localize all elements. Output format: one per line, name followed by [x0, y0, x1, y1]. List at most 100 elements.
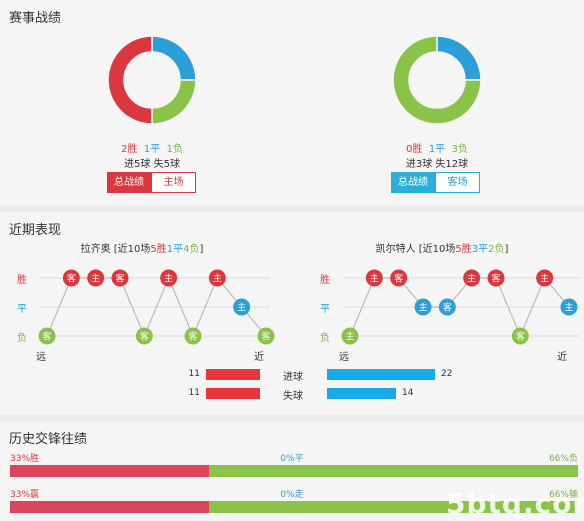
- left-form-prefix: [近10场: [110, 244, 151, 255]
- left-form-point: 客: [135, 327, 153, 345]
- h2h-loss-pct: 66%负: [548, 454, 578, 464]
- section-title-recent: 近期表现: [9, 223, 62, 238]
- right-form-point-venue: 主: [345, 331, 354, 343]
- right-x-label-near: 近: [557, 352, 567, 363]
- left-form-point-venue: 客: [261, 331, 270, 343]
- left-form-point: 客: [184, 327, 202, 345]
- left-x-label-near: 近: [254, 352, 264, 363]
- right-form-point-circle: [341, 327, 359, 345]
- right-form-point-circle: [365, 269, 383, 287]
- right-form-point-venue: 客: [516, 331, 525, 343]
- left-form-point: 主: [233, 298, 251, 316]
- left-donut-draw-slice: [151, 35, 197, 81]
- right-form-point: 客: [487, 269, 505, 287]
- left-goals-summary: 进5球 失5球: [124, 159, 180, 170]
- left-loss-count: 1负: [166, 144, 183, 155]
- left-y-label-win: 胜: [17, 275, 27, 286]
- right-form-point: 客: [438, 298, 456, 316]
- left-form-line: [46, 276, 267, 338]
- right-form-wins: 5胜: [455, 244, 472, 255]
- h2h-draw-pct: 0%平: [280, 454, 304, 464]
- right-y-label-draw: 平: [320, 304, 330, 315]
- h2h-handicap-loss-pct: 66%输: [548, 490, 578, 500]
- right-form-point-venue: 主: [564, 302, 573, 314]
- right-form-draws: 3平: [471, 244, 489, 255]
- section-title-h2h: 历史交锋往绩: [9, 432, 88, 447]
- left-home-button[interactable]: 主场: [151, 172, 196, 193]
- left-scored-value: 11: [188, 369, 200, 379]
- site-watermark: 5btq.com: [446, 487, 584, 520]
- left-form-point-venue: 主: [91, 273, 100, 285]
- recent-form-panel: 近期表现 拉齐奥 [近10场5胜1平4负] 凯尔特人 [近10场5胜3平2负] …: [0, 212, 584, 415]
- left-form-point: 客: [111, 269, 129, 287]
- left-form-point-circle: [135, 327, 153, 345]
- left-form-point: 主: [208, 269, 226, 287]
- left-form-point-circle: [38, 327, 56, 345]
- left-form-point: 客: [62, 269, 80, 287]
- h2h-handicap-win-pct: 33%赢: [10, 490, 40, 500]
- right-y-label-win: 胜: [320, 275, 330, 286]
- left-form-point-venue: 客: [42, 331, 51, 343]
- right-form-suffix: ]: [504, 244, 509, 255]
- right-form-point-circle: [511, 327, 529, 345]
- right-form-point-venue: 客: [491, 273, 500, 285]
- left-form-draws: 1平: [166, 244, 184, 255]
- right-form-point: 主: [536, 269, 554, 287]
- right-form-title: 凯尔特人 [近10场5胜3平2负]: [322, 240, 562, 255]
- right-goals-summary: 进3球 失12球: [405, 159, 469, 170]
- left-donut-loss-slice: [151, 79, 197, 125]
- right-form-point-venue: 主: [418, 302, 427, 314]
- left-x-label-far: 远: [36, 352, 46, 363]
- left-form-point: 主: [160, 269, 178, 287]
- left-scored-bar: [206, 369, 260, 380]
- left-form-point-venue: 客: [188, 331, 197, 343]
- left-y-label-draw: 平: [17, 304, 27, 315]
- right-form-point-circle: [463, 269, 481, 287]
- section-title-record: 赛事战绩: [9, 11, 62, 26]
- right-record-donut: [392, 35, 482, 125]
- right-form-point: 主: [365, 269, 383, 287]
- right-form-point-circle: [438, 298, 456, 316]
- right-form-point: 客: [390, 269, 408, 287]
- right-y-label-loss: 负: [320, 333, 330, 344]
- right-form-point-circle: [414, 298, 432, 316]
- left-y-label-loss: 负: [17, 333, 27, 344]
- left-form-point-circle: [208, 269, 226, 287]
- form-line-charts: 客客主客客主客主主客 主主 客主 客主 客客主主: [38, 269, 580, 345]
- left-form-title: 拉齐奥 [近10场5胜1平4负]: [22, 240, 262, 255]
- right-form-point-circle: [560, 298, 578, 316]
- h2h-win-pct: 33%胜: [10, 454, 40, 464]
- h2h-loss-bar: [209, 465, 578, 477]
- left-draw-count: 1平: [143, 144, 161, 155]
- right-form-point-venue: 客: [394, 273, 403, 285]
- left-form-suffix: ]: [199, 244, 204, 255]
- h2h-handicap-push-pct: 0%走: [280, 490, 304, 500]
- right-total-record-button[interactable]: 总战绩: [391, 172, 435, 193]
- right-form-point: 主: [414, 298, 432, 316]
- right-record-summary: 0胜 1平 3负: [357, 140, 517, 155]
- right-form-point-venue: 主: [540, 273, 549, 285]
- left-form-point-venue: 客: [67, 273, 76, 285]
- right-x-label-far: 远: [339, 352, 349, 363]
- right-donut-draw-slice: [436, 35, 482, 81]
- right-form-point: 主: [463, 269, 481, 287]
- left-total-record-button[interactable]: 总战绩: [107, 172, 151, 193]
- left-form-point-venue: 主: [164, 273, 173, 285]
- right-loss-count: 3负: [451, 144, 468, 155]
- right-form-losses: 2负: [488, 244, 505, 255]
- left-form-point-venue: 主: [237, 302, 246, 314]
- left-form-point: 客: [257, 327, 275, 345]
- right-away-button[interactable]: 客场: [435, 172, 480, 193]
- left-form-point-venue: 客: [140, 331, 149, 343]
- right-form-point-venue: 主: [370, 273, 379, 285]
- right-form-point: 客: [511, 327, 529, 345]
- right-form-prefix: [近10场: [415, 244, 456, 255]
- right-form-point: 主: [341, 327, 359, 345]
- conceded-label: 失球: [283, 391, 303, 402]
- right-scored-bar: [327, 369, 435, 380]
- right-form-point-circle: [536, 269, 554, 287]
- scored-label: 进球: [283, 372, 303, 383]
- left-conceded-value: 11: [188, 388, 200, 398]
- left-conceded-bar: [206, 388, 260, 399]
- left-team-name: 拉齐奥: [80, 244, 111, 255]
